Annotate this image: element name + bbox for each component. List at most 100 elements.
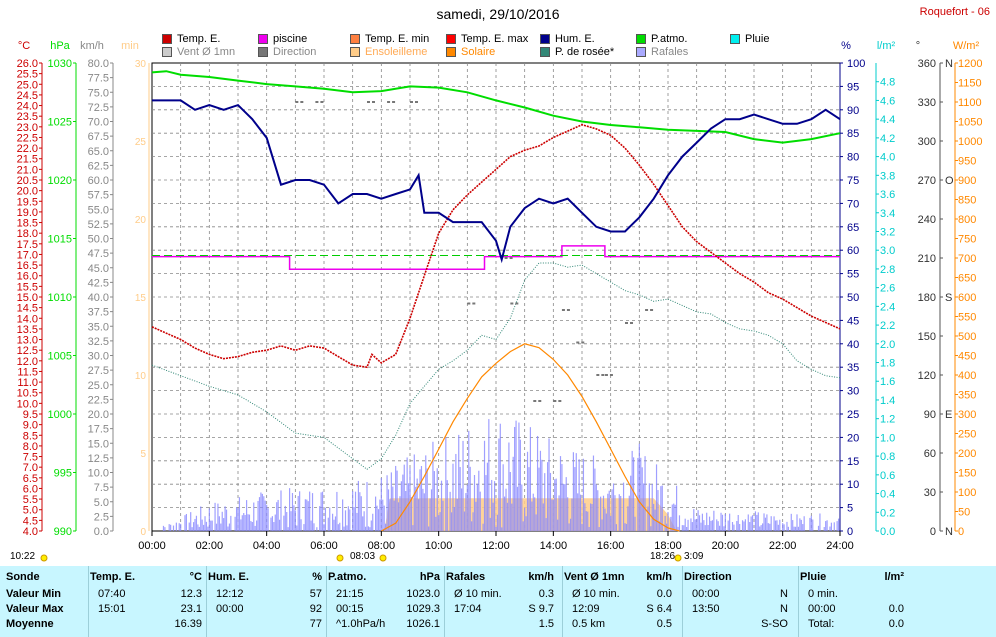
temp_c-tick-label: 12.5 xyxy=(17,345,38,357)
rain_lm2-tick-label: 4.2 xyxy=(880,133,895,145)
footer-value: S 9.7 xyxy=(528,603,554,615)
temp_c-tick-label: 20.5 xyxy=(17,175,38,187)
solar_wm2-tick-label: 350 xyxy=(958,390,976,402)
direction-tick-label: 180 xyxy=(918,292,936,304)
footer-col-direction: Direction 00:00 N 13:50 N S-SO xyxy=(684,566,792,637)
legend-swatch xyxy=(162,34,172,44)
footer-row: 00:15 1029.3 xyxy=(328,603,444,618)
hum_pct-tick-label: 80 xyxy=(847,152,859,164)
footer-col-rafales: Rafales km/h Ø 10 min. 0.3 17:04 S 9.7 1.5 xyxy=(446,566,558,637)
footer-unit: % xyxy=(312,571,322,583)
direction-tick-label: 240 xyxy=(918,214,936,226)
temp_c-tick-label: 13.0 xyxy=(17,335,38,347)
solar_wm2-tick-label: 1150 xyxy=(958,78,982,90)
hum_pct-tick-label: 55 xyxy=(847,269,859,281)
temp_c-tick-label: 18.5 xyxy=(17,218,38,230)
temp_c-tick-label: 5.0 xyxy=(23,505,38,517)
legend-swatch xyxy=(446,47,456,57)
wind_kmh-tick-label: 10.0 xyxy=(88,468,109,480)
pressure_hpa-tick-label: 995 xyxy=(54,468,72,480)
temp_c-tick-label: 23.0 xyxy=(17,122,38,134)
footer-row: Moyenne xyxy=(6,618,90,633)
solar_wm2-tick-label: 1100 xyxy=(958,97,982,109)
temp_c-tick-label: 4.5 xyxy=(23,515,38,527)
sunset-time: 18:26 xyxy=(650,551,676,562)
sun-unit: min xyxy=(121,40,139,52)
legend-item-patmo: P.atmo. xyxy=(636,33,688,45)
pressure_hpa-unit: hPa xyxy=(50,40,70,52)
wind_kmh-tick-label: 77.5 xyxy=(88,73,109,85)
direction-tick-label: 0 xyxy=(930,526,936,538)
rain_lm2-tick-label: 3.2 xyxy=(880,226,895,238)
temp_c-tick-label: 7.0 xyxy=(23,462,38,474)
hum_pct-tick-label: 20 xyxy=(847,432,859,444)
legend-label: Direction xyxy=(273,46,317,58)
wind_kmh-tick-label: 57.5 xyxy=(88,190,109,202)
temp_c-tick-label: 22.5 xyxy=(17,132,38,144)
footer-row: P.atmo. hPa xyxy=(328,571,444,586)
patmo-line xyxy=(151,70,841,144)
solar_wm2-tick-label: 700 xyxy=(958,253,976,265)
footer-row: ^1.0hPa/h 1026.1 xyxy=(328,618,444,633)
footer-time: 0 min. xyxy=(808,588,838,600)
footer-row: Valeur Max xyxy=(6,603,90,618)
wind_kmh-tick-label: 60.0 xyxy=(88,175,109,187)
rain_lm2-tick-label: 2.0 xyxy=(880,339,895,351)
hum_pct-tick-label: 40 xyxy=(847,339,859,351)
rain_lm2-tick-label: 1.2 xyxy=(880,414,895,426)
footer-row: 21:15 1023.0 xyxy=(328,588,444,603)
footer-separator xyxy=(444,566,445,637)
direction-tick-label: 30 xyxy=(924,487,936,499)
temp_c-tick-label: 14.5 xyxy=(17,303,38,315)
footer-row: 07:40 12.3 xyxy=(90,588,206,603)
temp_c-tick-label: 18.0 xyxy=(17,228,38,240)
weather-chart: 4.04.55.05.56.06.57.07.58.08.59.09.510.0… xyxy=(17,40,983,562)
x-tick-label: 04:00 xyxy=(253,540,281,552)
wind_kmh-tick-label: 20.0 xyxy=(88,409,109,421)
wind_kmh-tick-label: 72.5 xyxy=(88,102,109,114)
legend-item-solaire: Solaire xyxy=(446,46,495,58)
hum_pct-tick-label: 35 xyxy=(847,362,859,374)
direction-tick-label: 210 xyxy=(918,253,936,265)
x-tick-label: 06:00 xyxy=(310,540,338,552)
footer-value: 57 xyxy=(309,588,322,600)
footer-row-label: Valeur Max xyxy=(6,603,64,615)
direction-tick-label: 120 xyxy=(918,370,936,382)
footer-row: Ø 10 min. 0.3 xyxy=(446,588,558,603)
pressure_hpa-tick-label: 1015 xyxy=(48,234,72,246)
wind_kmh-tick-label: 37.5 xyxy=(88,307,109,319)
temp_c-tick-label: 20.0 xyxy=(17,186,38,198)
legend-label: Temp. E. max xyxy=(461,33,529,45)
footer-value: N xyxy=(780,588,788,600)
solar_wm2-tick-label: 0 xyxy=(958,526,964,538)
hum_pct-tick-label: 60 xyxy=(847,245,859,257)
footer-unit: km/h xyxy=(528,571,554,583)
footer-row: 0 min. xyxy=(800,588,908,603)
legend-swatch xyxy=(350,47,360,57)
wind_kmh-tick-label: 70.0 xyxy=(88,117,109,129)
solar_wm2-tick-label: 200 xyxy=(958,448,976,460)
axes: 4.04.55.05.56.06.57.07.58.08.59.09.510.0… xyxy=(17,40,983,538)
temp_c-tick-label: 9.0 xyxy=(23,420,38,432)
footer-header: Pluie xyxy=(800,571,827,583)
legend-item-piscine: piscine xyxy=(258,33,307,45)
footer-row: Hum. E.% xyxy=(208,571,326,586)
footer-value: 0.3 xyxy=(538,588,554,600)
temp_c-tick-label: 8.5 xyxy=(23,430,38,442)
footer-row: Pluie l/m² xyxy=(800,571,908,586)
legend-swatch xyxy=(636,34,646,44)
footer-col-patmo: P.atmo. hPa 21:15 1023.0 00:15 1029.3 ^1.0hPa/… xyxy=(328,566,444,637)
footer-time: 00:00 xyxy=(216,603,244,615)
footer-row-label: Valeur Min xyxy=(6,588,62,600)
footer-value: 1.5 xyxy=(538,618,554,630)
footer-value: 77 xyxy=(309,618,322,630)
legend-label: Solaire xyxy=(461,46,496,58)
footer-unit: km/h xyxy=(646,571,672,583)
direction-marks xyxy=(295,101,656,402)
direction-cardinal: N xyxy=(945,58,953,70)
series xyxy=(40,70,841,562)
rafales-bars xyxy=(162,419,840,531)
footer-time: 12:09 xyxy=(572,603,600,615)
sunrise-marker-2 xyxy=(379,554,387,562)
legend-label: Vent Ø 1mn xyxy=(177,46,236,58)
